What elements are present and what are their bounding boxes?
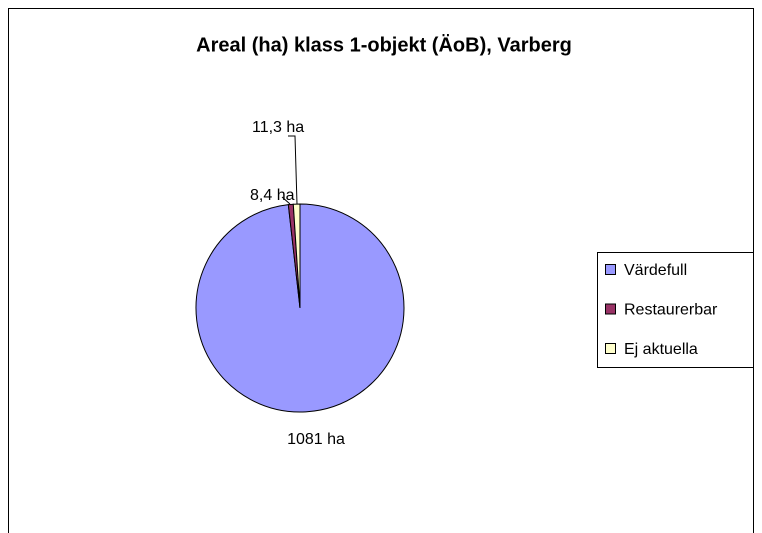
legend-swatch — [605, 264, 616, 275]
data-label: 11,3 ha — [252, 119, 304, 136]
legend-label: Ej aktuella — [624, 341, 698, 358]
pie-slice — [292, 203, 301, 309]
legend-swatch — [605, 303, 616, 315]
legend-label: Restaurerbar — [624, 302, 718, 319]
leader-line — [281, 196, 291, 205]
data-label: 1081 ha — [287, 431, 345, 448]
legend-label: Värdefull — [624, 262, 687, 279]
legend-box — [597, 252, 754, 368]
leader-line — [288, 135, 298, 205]
data-label: 8,4 ha — [250, 187, 295, 204]
legend-swatch — [605, 343, 616, 354]
chart-title: Areal (ha) klass 1-objekt (ÄoB), Varberg — [196, 33, 572, 56]
